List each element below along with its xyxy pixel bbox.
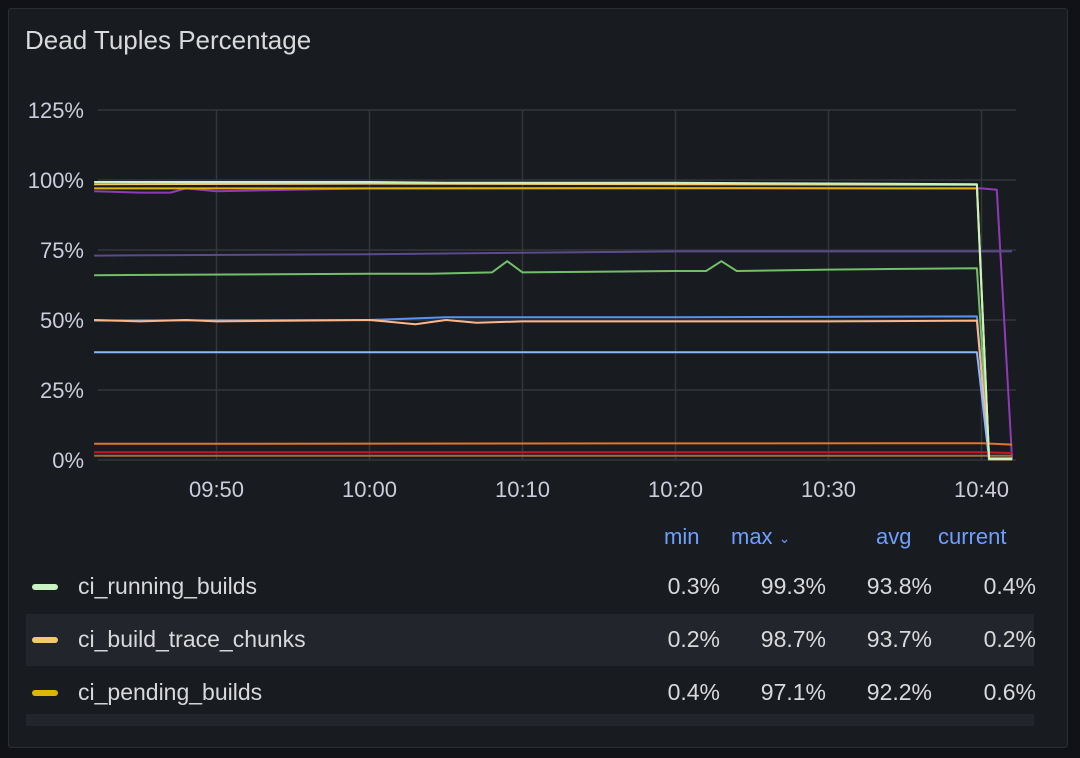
- x-tick-label: 10:00: [342, 477, 397, 502]
- legend-min-value: 0.2%: [667, 626, 720, 652]
- series-line-2[interactable]: [94, 260, 991, 461]
- y-tick-label: 125%: [28, 98, 84, 123]
- legend-current-value: 0.2%: [983, 626, 1036, 652]
- grid: [98, 109, 1016, 461]
- x-tick-label: 10:20: [648, 477, 703, 502]
- y-tick-label: 100%: [28, 168, 84, 193]
- legend-header-current[interactable]: current: [938, 524, 1007, 549]
- series-line-6[interactable]: [94, 442, 1013, 446]
- legend-swatch[interactable]: [32, 584, 58, 590]
- x-tick-label: 10:10: [495, 477, 550, 502]
- series-line-ci_pending_builds[interactable]: [94, 187, 1013, 460]
- legend-avg-value: 93.7%: [866, 626, 932, 652]
- series-line-4[interactable]: [94, 319, 991, 461]
- series-line-0[interactable]: [94, 187, 1014, 461]
- legend-min-value: 0.3%: [667, 573, 720, 599]
- legend-current-value: 0.4%: [983, 573, 1036, 599]
- series-line-5[interactable]: [94, 351, 991, 461]
- y-tick-label: 25%: [40, 378, 84, 403]
- legend-current-value: 0.6%: [983, 679, 1036, 705]
- legend-swatch[interactable]: [32, 690, 58, 696]
- x-tick-label: 10:30: [801, 477, 856, 502]
- panel-title[interactable]: Dead Tuples Percentage: [25, 25, 312, 55]
- x-tick-label: 09:50: [189, 477, 244, 502]
- legend-avg-value: 92.2%: [866, 679, 932, 705]
- x-axis: 09:50 10:00 10:10 10:20 10:30 10:40: [189, 477, 1009, 502]
- x-tick-label: 10:40: [954, 477, 1009, 502]
- chevron-down-icon: ⌄: [778, 529, 791, 546]
- y-tick-label: 50%: [40, 308, 84, 333]
- legend-row[interactable]: ci_build_trace_chunks 0.2% 98.7% 93.7% 0.2%: [26, 614, 1036, 666]
- series-line-7[interactable]: [94, 451, 1013, 454]
- legend-row[interactable]: ci_pending_builds 0.4% 97.1% 92.2% 0.6%: [26, 667, 1036, 719]
- series-line-ci_running_builds[interactable]: [94, 181, 1013, 460]
- legend-max-value: 99.3%: [760, 573, 826, 599]
- legend-avg-value: 93.8%: [866, 573, 932, 599]
- legend-series-name[interactable]: ci_pending_builds: [78, 679, 263, 705]
- series-group: [94, 181, 1014, 461]
- legend-header-min[interactable]: min: [664, 524, 700, 549]
- legend-series-name[interactable]: ci_running_builds: [78, 573, 258, 599]
- y-tick-label: 75%: [40, 238, 84, 263]
- legend-header-max-label: max: [731, 524, 773, 549]
- legend-header-max[interactable]: max ⌄: [731, 524, 790, 550]
- legend-series-name[interactable]: ci_build_trace_chunks: [78, 626, 306, 652]
- series-line-3[interactable]: [94, 315, 991, 461]
- series-line-1[interactable]: [94, 250, 1013, 257]
- y-axis: 0% 25% 50% 75% 100% 125%: [28, 98, 84, 473]
- line-chart: 0% 25% 50% 75% 100% 125% 09:50 10:00 10:10 10:20…: [28, 98, 1016, 502]
- legend-header-avg[interactable]: avg: [876, 524, 912, 549]
- legend-swatch[interactable]: [32, 637, 58, 643]
- legend-max-value: 97.1%: [760, 679, 826, 705]
- legend-scroll-area: [26, 714, 1034, 726]
- legend-max-value: 98.7%: [760, 626, 826, 652]
- legend-min-value: 0.4%: [667, 679, 720, 705]
- y-tick-label: 0%: [52, 448, 84, 473]
- legend-row[interactable]: ci_running_builds 0.3% 99.3% 93.8% 0.4%: [26, 561, 1036, 613]
